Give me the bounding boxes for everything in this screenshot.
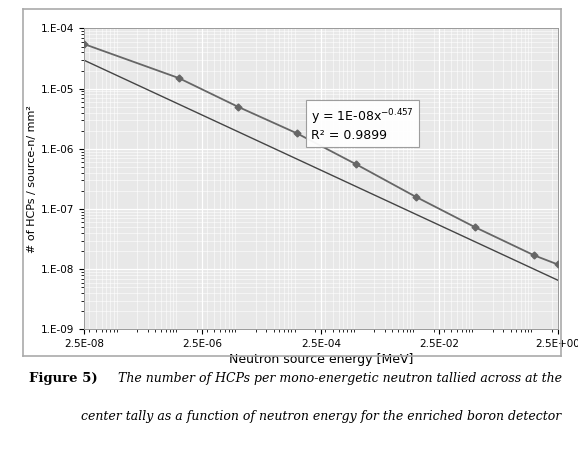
Text: The number of HCPs per mono-energetic neutron tallied across at the: The number of HCPs per mono-energetic ne… bbox=[118, 372, 562, 385]
Text: y = 1E-08x$^{-0.457}$
R² = 0.9899: y = 1E-08x$^{-0.457}$ R² = 0.9899 bbox=[312, 108, 414, 142]
Text: center tally as a function of neutron energy for the enriched boron detector: center tally as a function of neutron en… bbox=[81, 410, 561, 423]
Y-axis label: # of HCPs / source-n/ mm²: # of HCPs / source-n/ mm² bbox=[27, 105, 36, 253]
Text: Figure 5): Figure 5) bbox=[29, 372, 98, 385]
X-axis label: Neutron source energy [MeV]: Neutron source energy [MeV] bbox=[229, 353, 413, 366]
